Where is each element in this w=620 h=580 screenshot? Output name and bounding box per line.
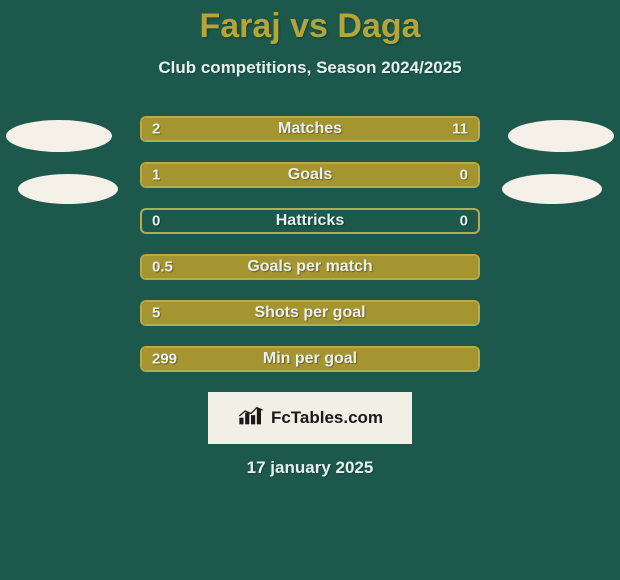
stat-rows: Matches211Goals10Hattricks00Goals per ma…: [0, 116, 620, 372]
stat-value-left: 0: [152, 213, 160, 230]
watermark-badge: FcTables.com: [208, 392, 412, 444]
bar-left: [142, 118, 192, 140]
stat-row: Matches211: [140, 116, 480, 142]
stat-value-left: 299: [152, 351, 177, 368]
stat-value-left: 0.5: [152, 259, 173, 276]
player-right-avatar: [508, 120, 614, 152]
watermark-text: FcTables.com: [271, 408, 383, 428]
bar-chart-icon: [237, 406, 265, 431]
bar-right: [458, 302, 478, 324]
stat-value-right: 0: [460, 167, 468, 184]
bar-left: [142, 302, 458, 324]
stat-label: Hattricks: [142, 212, 478, 230]
player-left-avatar: [6, 120, 112, 152]
page-title: Faraj vs Daga: [0, 7, 620, 46]
stat-value-left: 5: [152, 305, 160, 322]
stat-row: Hattricks0 0: [140, 208, 480, 234]
stat-value-right: 11: [452, 121, 468, 138]
stat-row: Goals10: [140, 162, 480, 188]
stat-value-left: 1: [152, 167, 160, 184]
page-subtitle: Club competitions, Season 2024/2025: [0, 58, 620, 78]
comparison-container: Faraj vs Daga Club competitions, Season …: [0, 0, 620, 580]
stat-value-left: 2: [152, 121, 160, 138]
stat-row: Goals per match0.5: [140, 254, 480, 280]
player-left-avatar-2: [18, 174, 118, 204]
stat-row: Shots per goal5: [140, 300, 480, 326]
stat-value-right: 0: [460, 213, 468, 230]
bar-left: [142, 256, 478, 278]
bar-right: [192, 118, 478, 140]
bar-left: [142, 164, 411, 186]
footer-date: 17 january 2025: [0, 458, 620, 478]
bar-left: [142, 348, 478, 370]
stat-row: Min per goal299: [140, 346, 480, 372]
player-right-avatar-2: [502, 174, 602, 204]
